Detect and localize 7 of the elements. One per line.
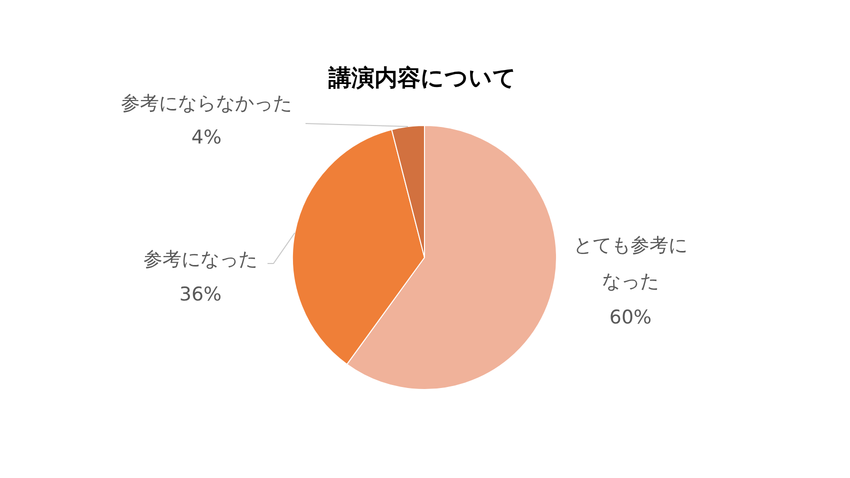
slice-label: 参考になった bbox=[144, 248, 258, 270]
slice-label: 参考にならなかった bbox=[121, 92, 292, 114]
slice-label: とても参考になった bbox=[574, 234, 688, 292]
data-label: 36% bbox=[179, 284, 222, 306]
chart-title: 講演内容について bbox=[328, 64, 516, 92]
data-label: 60% bbox=[609, 306, 652, 328]
data-label: 4% bbox=[191, 126, 222, 148]
